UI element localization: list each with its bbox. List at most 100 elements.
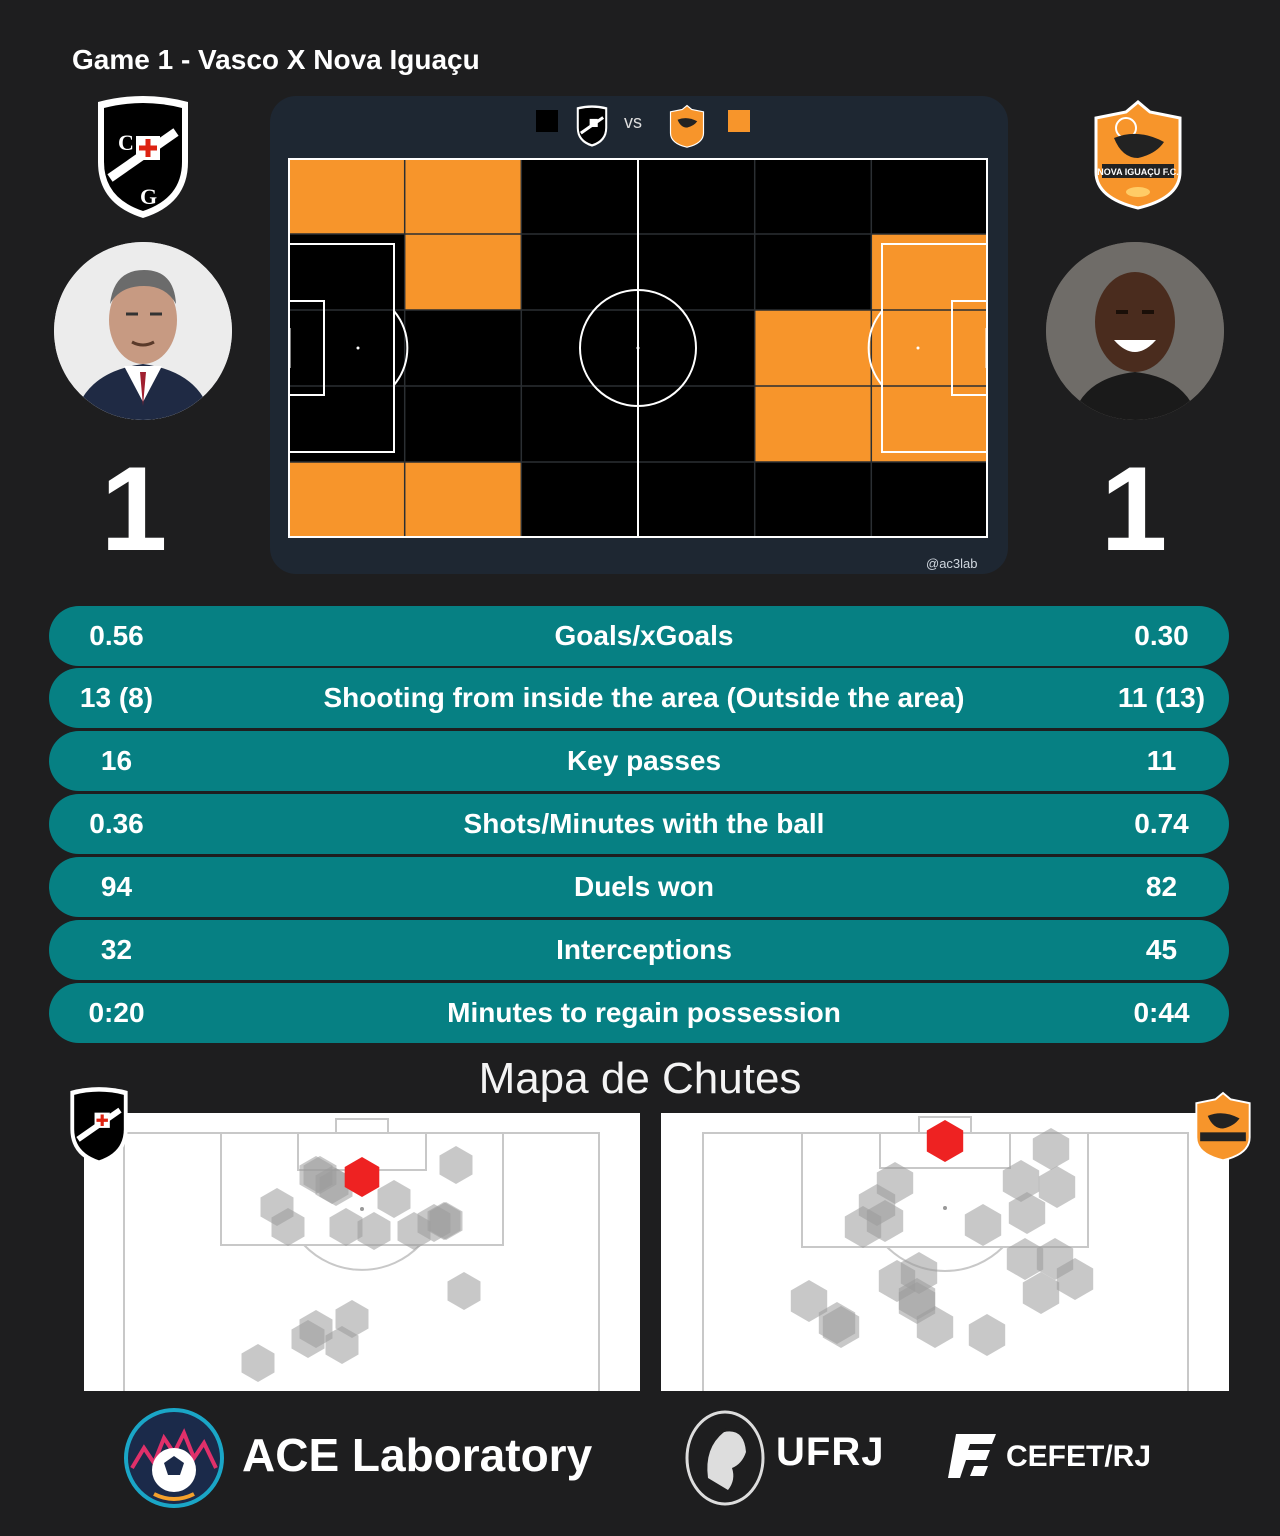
- stat-away-value: 0:44: [1133, 997, 1190, 1028]
- goal-marker: [926, 1120, 964, 1162]
- svg-text:C: C: [118, 130, 134, 155]
- ufrj-logo-icon: [685, 1410, 765, 1506]
- grid-cell-home: [288, 386, 405, 462]
- shot-marker: [790, 1280, 828, 1322]
- stat-row: 0.36 Shots/Minutes with the ball 0.74: [49, 794, 1229, 854]
- grid-cell-home: [521, 386, 638, 462]
- grid-cell-home: [288, 234, 405, 310]
- shot-marker: [916, 1306, 954, 1348]
- stat-label: Minutes to regain possession: [447, 997, 841, 1028]
- shot-marker: [447, 1272, 481, 1310]
- watermark: @ac3lab: [926, 556, 978, 571]
- shot-marker: [329, 1208, 363, 1246]
- shot-marker: [429, 1202, 463, 1240]
- stat-away-value: 0.74: [1134, 808, 1189, 839]
- grid-cell-home: [638, 158, 755, 234]
- goal-marker: [344, 1157, 380, 1197]
- cefet-logo-icon: [948, 1434, 996, 1478]
- stat-row: 13 (8) Shooting from inside the area (Ou…: [49, 668, 1229, 728]
- stat-row: 94 Duels won 82: [49, 857, 1229, 917]
- legend-vs-text: vs: [624, 112, 642, 132]
- grid-cell-home: [404, 386, 522, 462]
- dominance-legend: vs: [532, 104, 762, 148]
- shot-marker: [439, 1146, 473, 1184]
- shot-marker: [964, 1204, 1002, 1246]
- shot-marker: [1056, 1258, 1094, 1300]
- stat-home-value: 13 (8): [79, 682, 154, 713]
- shot-marker: [357, 1212, 391, 1250]
- grid-cell-home: [638, 462, 755, 538]
- ufrj-label: UFRJ: [776, 1430, 885, 1474]
- ace-laboratory-label: ACE Laboratory: [242, 1429, 593, 1481]
- away-score: 1: [1100, 442, 1168, 576]
- grid-cell-away: [871, 386, 988, 462]
- stat-label: Key passes: [566, 745, 722, 776]
- page-title: Game 1 - Vasco X Nova Iguaçu: [72, 44, 480, 75]
- grid-cell-home: [404, 310, 522, 386]
- shot-marker: [271, 1208, 305, 1246]
- stat-home-value: 32: [100, 934, 133, 965]
- grid-cell-away: [404, 234, 522, 310]
- svg-text:G: G: [140, 184, 157, 209]
- stat-away-value: 0.30: [1134, 620, 1189, 651]
- grid-cell-away: [288, 462, 405, 538]
- stat-row: 32 Interceptions 45: [49, 920, 1229, 980]
- away-shot-map: [661, 1113, 1229, 1391]
- grid-cell-home: [871, 462, 988, 538]
- away-coach-photo: [1046, 242, 1224, 420]
- stat-label: Shots/Minutes with the ball: [463, 808, 825, 839]
- away-color-swatch: [728, 110, 750, 132]
- stat-row: 16 Key passes 11: [49, 731, 1229, 791]
- stat-away-value: 11 (13): [1117, 682, 1206, 713]
- stat-label: Duels won: [573, 871, 714, 902]
- stat-home-value: 0.36: [89, 808, 144, 839]
- grid-cell-away: [288, 158, 405, 234]
- shot-marker: [325, 1326, 359, 1364]
- grid-cell-home: [521, 158, 638, 234]
- grid-cell-home: [638, 386, 755, 462]
- stat-label: Interceptions: [556, 934, 732, 965]
- stat-home-value: 16: [100, 745, 133, 776]
- grid-cell-home: [521, 234, 638, 310]
- shot-marker: [241, 1344, 275, 1382]
- grid-cell-away: [871, 234, 988, 310]
- stat-row: 0:20 Minutes to regain possession 0:44: [49, 983, 1229, 1043]
- shot-marker: [844, 1206, 882, 1248]
- cefet-label: CEFET/RJ: [1006, 1440, 1152, 1473]
- nova-iguacu-crest-icon: NOVA IGUAÇU F.C.: [1094, 100, 1182, 210]
- stat-home-value: 0:20: [88, 997, 145, 1028]
- vasco-crest-icon: [70, 1087, 128, 1165]
- shot-marker: [968, 1314, 1006, 1356]
- shot-marker: [315, 1166, 349, 1204]
- home-shot-map: [84, 1113, 640, 1391]
- shot-marker: [377, 1180, 411, 1218]
- grid-cell-home: [754, 234, 872, 310]
- stat-away-value: 82: [1145, 871, 1178, 902]
- stat-away-value: 11: [1146, 745, 1177, 776]
- grid-cell-away: [754, 386, 872, 462]
- ace-laboratory-logo-icon: [124, 1408, 224, 1508]
- stat-row: 0.56 Goals/xGoals 0.30: [49, 606, 1229, 666]
- vasco-crest-icon: C G: [98, 96, 188, 218]
- grid-cell-home: [638, 234, 755, 310]
- nova-iguacu-crest-icon: [669, 104, 705, 148]
- stat-home-value: 94: [100, 871, 133, 902]
- shot-marker: [1038, 1166, 1076, 1208]
- stat-label: Shooting from inside the area (Outside t…: [323, 682, 965, 713]
- home-color-swatch: [536, 110, 558, 132]
- grid-cell-home: [871, 158, 988, 234]
- stat-away-value: 45: [1145, 934, 1178, 965]
- vasco-crest-icon: [576, 105, 608, 147]
- shot-marker: [291, 1320, 325, 1358]
- grid-cell-away: [754, 310, 872, 386]
- grid-cell-home: [754, 462, 872, 538]
- grid-cell-home: [754, 158, 872, 234]
- svg-text:NOVA IGUAÇU F.C.: NOVA IGUAÇU F.C.: [1097, 167, 1179, 177]
- shot-marker: [1008, 1192, 1046, 1234]
- grid-cell-away: [871, 310, 988, 386]
- shot-marker: [1006, 1238, 1044, 1280]
- shot-marker: [1002, 1160, 1040, 1202]
- shot-marker: [822, 1306, 860, 1348]
- nova-iguacu-crest-icon: [1195, 1091, 1251, 1162]
- grid-cell-home: [521, 462, 638, 538]
